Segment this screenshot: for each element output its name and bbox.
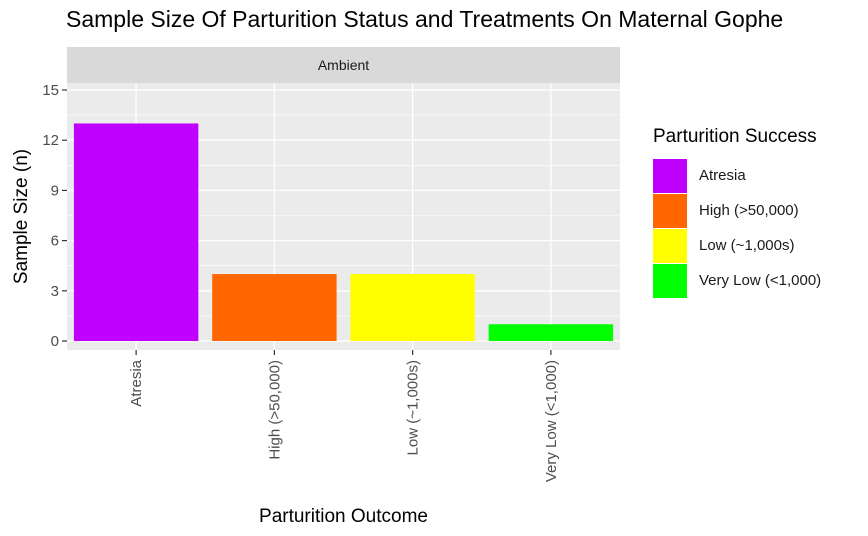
- legend-label: High (>50,000): [699, 202, 799, 219]
- x-axis-title: Parturition Outcome: [259, 506, 428, 527]
- y-axis-title: Sample Size (n): [11, 149, 32, 284]
- legend-swatch: [653, 264, 687, 298]
- legend-swatch: [653, 229, 687, 263]
- x-tick-label: Very Low (<1,000): [543, 360, 560, 482]
- legend-title: Parturition Success: [653, 126, 817, 147]
- chart-title: Sample Size Of Parturition Status and Tr…: [66, 6, 784, 32]
- legend-label: Very Low (<1,000): [699, 272, 822, 289]
- bar-1: [73, 123, 199, 341]
- y-tick-label: 6: [51, 233, 59, 250]
- legend-swatch: [653, 194, 687, 228]
- x-tick-label: High (>50,000): [266, 360, 283, 460]
- y-tick-label: 3: [51, 283, 59, 300]
- y-tick-label: 9: [51, 182, 59, 199]
- bar-4: [488, 324, 614, 341]
- bar-3: [350, 274, 475, 341]
- bar-2: [212, 274, 337, 341]
- legend-label: Atresia: [699, 167, 746, 184]
- legend-swatch: [653, 159, 687, 193]
- legend-label: Low (~1,000s): [699, 237, 795, 254]
- y-tick-label: 0: [51, 333, 59, 350]
- x-tick-label: Atresia: [128, 359, 145, 406]
- facet-label: Ambient: [318, 57, 369, 73]
- x-tick-label: Low (~1,000s): [405, 360, 422, 455]
- y-tick-label: 12: [42, 132, 59, 149]
- facet-strip: [67, 47, 620, 83]
- y-tick-label: 15: [42, 82, 59, 99]
